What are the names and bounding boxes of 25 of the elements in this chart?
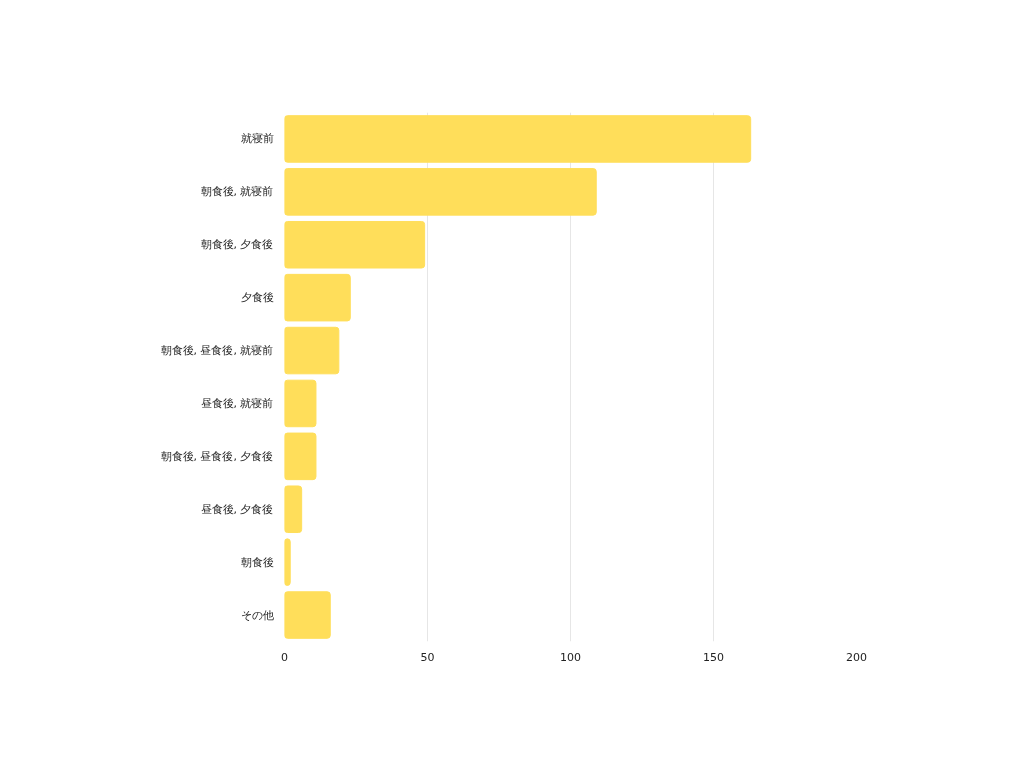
y-tick-label: 朝食後, 昼食後, 就寝前 xyxy=(160,344,274,358)
bar xyxy=(284,432,317,481)
x-tick-label: 100 xyxy=(560,650,581,664)
x-tick-label: 50 xyxy=(420,650,435,664)
bar xyxy=(284,326,340,375)
y-tick-label: 昼食後, 就寝前 xyxy=(200,396,274,410)
bar xyxy=(284,115,752,163)
y-tick-label: 昼食後, 夕食後 xyxy=(200,502,274,516)
x-tick-label: 150 xyxy=(703,650,724,664)
y-tick-label: その他 xyxy=(240,608,274,622)
bar xyxy=(284,273,351,322)
bar xyxy=(284,168,597,216)
y-tick-label: 就寝前 xyxy=(240,132,274,146)
y-tick-label: 朝食後, 就寝前 xyxy=(200,185,274,199)
bar xyxy=(284,538,291,586)
bar xyxy=(284,485,303,534)
y-tick-label: 朝食後 xyxy=(240,555,274,569)
bar xyxy=(284,591,331,639)
y-tick-label: 朝食後, 夕食後 xyxy=(200,238,274,252)
x-tick-label: 200 xyxy=(846,650,867,664)
y-tick-label: 夕食後 xyxy=(240,291,274,305)
y-tick-label: 朝食後, 昼食後, 夕食後 xyxy=(160,449,274,463)
bar xyxy=(284,220,426,269)
bar xyxy=(284,379,317,428)
x-tick-label: 0 xyxy=(281,650,288,664)
